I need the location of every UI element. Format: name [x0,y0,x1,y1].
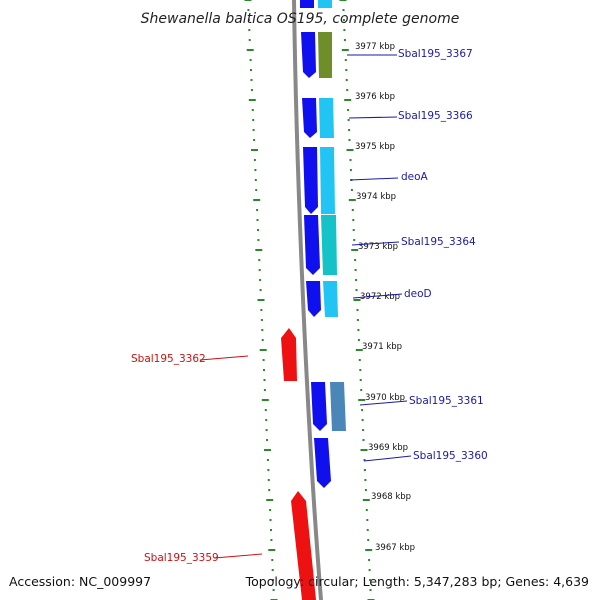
leader-lines [199,54,412,559]
gene-partial-top-blue [300,0,314,8]
map-title: Shewanella baltica OS195, complete genom… [141,11,460,27]
genome-backbone [292,0,323,600]
gene-3364-inner [304,215,320,275]
kbp-label: 3967 kbp [375,543,415,553]
gene-3361-outer [330,382,346,431]
kbp-scale: 3977 kbp 3976 kbp 3975 kbp 3974 kbp 3973… [355,42,415,553]
gene-deoD-inner [306,281,321,317]
gene-3362-red [281,328,297,381]
gene-label-sbal195-3366: Sbal195_3366 [398,110,473,122]
gene-3360-inner [314,438,331,488]
gene-label-sbal195-3360: Sbal195_3360 [413,450,488,462]
kbp-label: 3972 kbp [360,292,400,302]
gene-3361-inner [311,382,327,431]
kbp-label: 3977 kbp [355,42,395,52]
kbp-label: 3974 kbp [356,192,396,202]
leader-line [351,241,400,246]
gene-label-deoD: deoD [404,288,432,300]
genome-summary-text: Topology: circular; Length: 5,347,283 bp… [245,574,589,589]
leader-line [213,553,263,559]
kbp-label: 3968 kbp [371,492,411,502]
gene-label-deoA: deoA [401,171,429,183]
gene-3359-red [291,491,316,600]
gene-deoD-outer [323,281,338,317]
gene-deoA-outer [320,147,335,214]
gene-label-sbal195-3362: Sbal195_3362 [131,353,206,365]
accession-text: Accession: NC_009997 [9,574,151,589]
kbp-label: 3970 kbp [365,393,405,403]
gene-label-sbal195-3361: Sbal195_3361 [409,395,484,407]
gene-labels: Sbal195_3367 Sbal195_3366 deoA Sbal195_3… [131,48,488,564]
gene-3367-inner [301,32,316,78]
leader-line [348,116,398,119]
gene-label-sbal195-3359: Sbal195_3359 [144,552,219,564]
gene-3366-inner [302,98,317,138]
gene-deoA-inner [303,147,318,214]
kbp-label: 3973 kbp [358,242,398,252]
gene-3367-outer [318,32,332,78]
kbp-label: 3976 kbp [355,92,395,102]
leader-line [199,355,249,361]
gene-label-sbal195-3364: Sbal195_3364 [401,236,476,248]
gene-partial-top-cyan [318,0,332,8]
gene-3364-outer [321,215,337,275]
gene-label-sbal195-3367: Sbal195_3367 [398,48,473,60]
gene-3366-outer [319,98,334,138]
kbp-label: 3971 kbp [362,342,402,352]
leader-line [349,177,399,181]
leader-line [363,455,412,462]
leader-line [359,400,408,406]
tick-rings [244,0,375,600]
kbp-label: 3969 kbp [368,443,408,453]
kbp-label: 3975 kbp [355,142,395,152]
leader-line [352,293,403,299]
